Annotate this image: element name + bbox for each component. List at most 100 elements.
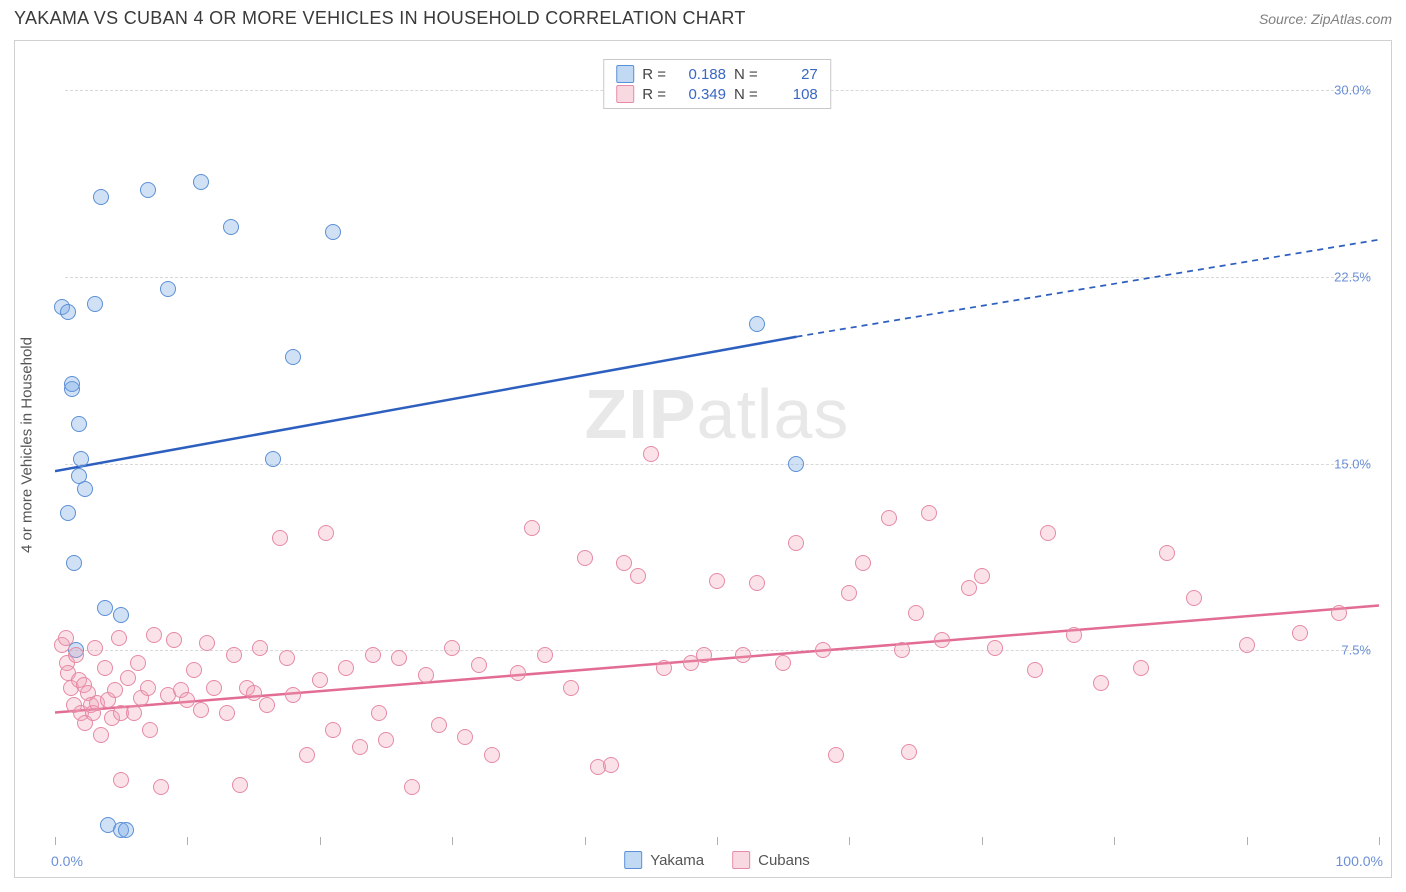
- trend-line-dashed: [796, 240, 1379, 337]
- data-point: [199, 635, 215, 651]
- data-point: [226, 647, 242, 663]
- data-point: [140, 182, 156, 198]
- data-point: [111, 630, 127, 646]
- plot-area: ZIPatlas 4 or more Vehicles in Household…: [55, 53, 1379, 837]
- data-point: [352, 739, 368, 755]
- y-tick-label: 22.5%: [1334, 270, 1371, 285]
- data-point: [841, 585, 857, 601]
- stat-n-value: 108: [766, 86, 818, 103]
- legend-label: Yakama: [650, 852, 704, 869]
- data-point: [775, 655, 791, 671]
- stat-r-value: 0.188: [674, 66, 726, 83]
- data-point: [126, 705, 142, 721]
- data-point: [974, 568, 990, 584]
- data-point: [77, 481, 93, 497]
- data-point: [643, 446, 659, 462]
- data-point: [64, 376, 80, 392]
- data-point: [603, 757, 619, 773]
- data-point: [828, 747, 844, 763]
- x-tick: [717, 837, 718, 845]
- data-point: [312, 672, 328, 688]
- legend-swatch: [616, 65, 634, 83]
- data-point: [93, 189, 109, 205]
- source-name: ZipAtlas.com: [1311, 11, 1392, 27]
- data-point: [68, 647, 84, 663]
- data-point: [815, 642, 831, 658]
- stat-n-label: N =: [734, 86, 758, 103]
- stat-n-label: N =: [734, 66, 758, 83]
- data-point: [272, 530, 288, 546]
- data-point: [193, 174, 209, 190]
- data-point: [60, 505, 76, 521]
- data-point: [338, 660, 354, 676]
- data-point: [404, 779, 420, 795]
- source-prefix: Source:: [1259, 11, 1311, 27]
- data-point: [709, 573, 725, 589]
- data-point: [325, 722, 341, 738]
- data-point: [749, 316, 765, 332]
- x-axis-max-label: 100.0%: [1336, 853, 1383, 869]
- data-point: [73, 451, 89, 467]
- data-point: [120, 670, 136, 686]
- data-point: [391, 650, 407, 666]
- legend-item: Cubans: [732, 851, 810, 869]
- data-point: [252, 640, 268, 656]
- data-point: [279, 650, 295, 666]
- legend-swatch: [616, 85, 634, 103]
- data-point: [193, 702, 209, 718]
- watermark-light: atlas: [697, 375, 850, 453]
- data-point: [66, 555, 82, 571]
- data-point: [259, 697, 275, 713]
- trend-line-solid: [55, 337, 796, 471]
- data-point: [457, 729, 473, 745]
- legend-item: Yakama: [624, 851, 704, 869]
- x-tick: [452, 837, 453, 845]
- data-point: [1066, 627, 1082, 643]
- data-point: [1239, 637, 1255, 653]
- legend-swatch: [732, 851, 750, 869]
- data-point: [378, 732, 394, 748]
- source-attribution: Source: ZipAtlas.com: [1259, 11, 1392, 27]
- data-point: [1040, 525, 1056, 541]
- stat-legend-row: R =0.188N =27: [616, 64, 818, 84]
- data-point: [934, 632, 950, 648]
- data-point: [921, 505, 937, 521]
- gridline-h: [65, 464, 1369, 465]
- data-point: [418, 667, 434, 683]
- data-point: [749, 575, 765, 591]
- data-point: [206, 680, 222, 696]
- stat-r-label: R =: [642, 86, 666, 103]
- data-point: [371, 705, 387, 721]
- data-point: [444, 640, 460, 656]
- x-axis-min-label: 0.0%: [51, 853, 83, 869]
- data-point: [908, 605, 924, 621]
- series-legend: Yakama Cubans: [624, 851, 810, 869]
- data-point: [166, 632, 182, 648]
- data-point: [563, 680, 579, 696]
- stat-n-value: 27: [766, 66, 818, 83]
- data-point: [961, 580, 977, 596]
- data-point: [987, 640, 1003, 656]
- x-tick: [1379, 837, 1380, 845]
- chart-container: ZIPatlas 4 or more Vehicles in Household…: [14, 40, 1392, 878]
- data-point: [160, 281, 176, 297]
- legend-swatch: [624, 851, 642, 869]
- data-point: [113, 607, 129, 623]
- data-point: [325, 224, 341, 240]
- x-tick: [320, 837, 321, 845]
- data-point: [696, 647, 712, 663]
- data-point: [285, 349, 301, 365]
- data-point: [153, 779, 169, 795]
- data-point: [881, 510, 897, 526]
- data-point: [735, 647, 751, 663]
- data-point: [87, 640, 103, 656]
- data-point: [788, 535, 804, 551]
- data-point: [901, 744, 917, 760]
- data-point: [577, 550, 593, 566]
- stat-r-value: 0.349: [674, 86, 726, 103]
- data-point: [223, 219, 239, 235]
- data-point: [97, 600, 113, 616]
- data-point: [130, 655, 146, 671]
- data-point: [299, 747, 315, 763]
- data-point: [1093, 675, 1109, 691]
